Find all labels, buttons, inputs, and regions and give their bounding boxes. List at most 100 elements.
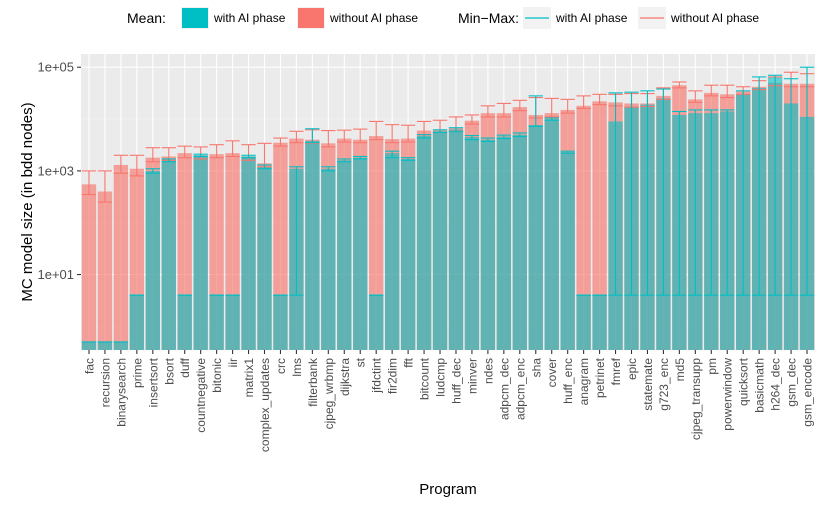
bar-with-ai [145,170,160,350]
bar-with-ai [384,153,400,350]
x-tick-label: quicksort [737,357,751,406]
x-tick-label: bitonic [210,358,224,393]
x-tick-label: basicmath [753,358,767,413]
x-tick-label: g723_enc [657,358,671,411]
x-tick-label: fac [82,358,96,374]
bar-without-ai [592,101,607,350]
bar-with-ai [273,295,288,350]
y-tick-label: 1e+03 [37,163,74,178]
x-tick-label: huff_dec [449,358,463,404]
x-tick-label: sha [529,358,543,378]
bar-without-ai [113,164,129,350]
legend-title-mean: Mean: [127,10,166,26]
x-tick-label: ndes [481,358,495,384]
plot-marks [81,66,815,350]
legend-title-minmax: Min−Max: [458,10,519,26]
bar-with-ai [81,341,97,350]
bar-without-ai [576,105,591,350]
bar-with-ai [496,136,512,350]
x-tick-label: fir2dim [386,358,400,394]
x-tick-label: cjpeg_transupp [689,358,703,440]
bar-with-ai [560,152,575,350]
bar-without-ai [81,184,97,350]
x-tick-label: bsort [162,357,176,384]
bar-with-ai [193,155,208,350]
x-tick-label: md5 [673,358,687,382]
x-tick-label: dijkstra [338,358,352,396]
x-tick-label: prime [130,358,144,388]
bar-with-ai [400,158,416,350]
bar-with-ai [241,156,256,350]
bar-with-ai [592,295,607,350]
bar-with-ai [337,160,352,350]
legend-label-mean-with: with AI phase [213,11,286,25]
bar-with-ai [544,119,559,350]
y-tick-label: 1e+05 [37,60,74,75]
x-tick-label: anagram [577,358,591,405]
x-tick-label: st [354,357,368,367]
x-tick-label: ludcmp [434,358,448,397]
x-tick-label: cjpeg_wrbmp [322,358,336,430]
x-tick-label: statemate [641,358,655,411]
x-tick-label: cover [545,358,559,387]
legend-label-mean-without: without AI phase [329,11,418,25]
legend: Mean: with AI phase without AI phase Min−Ma… [127,7,759,29]
bar-with-ai [257,166,272,350]
bar-with-ai [305,140,320,350]
x-tick-label: pm [705,358,719,375]
x-tick-label: iir [226,358,240,367]
bar-with-ai [129,295,145,350]
y-tick-label: 1e+01 [37,267,74,282]
x-tick-label: gsm_dec [785,358,799,407]
x-axis-title: Program [419,481,477,498]
x-tick-label: minver [465,358,479,394]
bar-with-ai [416,136,432,350]
bar-with-ai [353,157,368,350]
x-tick-label: fft [402,357,416,367]
bar-with-ai [321,168,336,350]
x-tick-label: adpcm_enc [513,358,527,420]
x-tick-label: jfdctint [370,357,384,393]
x-tick-label: crc [274,358,288,374]
bar-with-ai [512,134,527,350]
bar-with-ai [209,295,224,350]
x-tick-label: insertsort [146,357,160,407]
x-tick-label: duff [178,357,192,377]
bar-with-ai [97,341,113,350]
legend-label-minmax-without: without AI phase [670,11,759,25]
bar-with-ai [464,137,480,350]
x-tick-label: powerwindow [721,358,735,431]
x-tick-label: epic [625,358,639,380]
bar-with-ai [161,160,176,350]
x-tick-label: filterbank [306,357,320,407]
bar-without-ai [97,191,113,350]
bar-with-ai [528,124,543,350]
x-tick-label: adpcm_dec [497,358,511,420]
bar-with-ai [113,341,129,350]
x-tick-label: huff_enc [561,358,575,404]
x-tick-label: recursion [98,358,112,407]
bar-with-ai [480,139,496,350]
x-tick-label: lms [290,358,304,377]
bar-with-ai [369,295,384,350]
legend-key-mean-with [182,8,208,28]
bar-with-ai [225,295,240,350]
x-tick-label: bitcount [418,357,432,400]
legend-key-mean-without [298,8,324,28]
bar-with-ai [177,295,192,350]
x-tick-label: gsm_encode [801,358,815,427]
x-tick-label: complex_updates [258,358,272,452]
bar-with-ai [448,129,464,350]
bar-with-ai [432,131,448,350]
x-tick-label: petrinet [593,357,607,398]
x-tick-label: binarysearch [114,358,128,427]
x-tick-label: fmref [609,357,623,385]
legend-label-minmax-with: with AI phase [555,11,628,25]
bar-with-ai [576,295,591,350]
x-tick-label: h264_dec [769,358,783,411]
y-axis-title: MC model size (in bdd nodes) [19,102,36,301]
x-tick-label: matrix1 [242,358,256,398]
x-tick-label: countnegative [194,358,208,433]
